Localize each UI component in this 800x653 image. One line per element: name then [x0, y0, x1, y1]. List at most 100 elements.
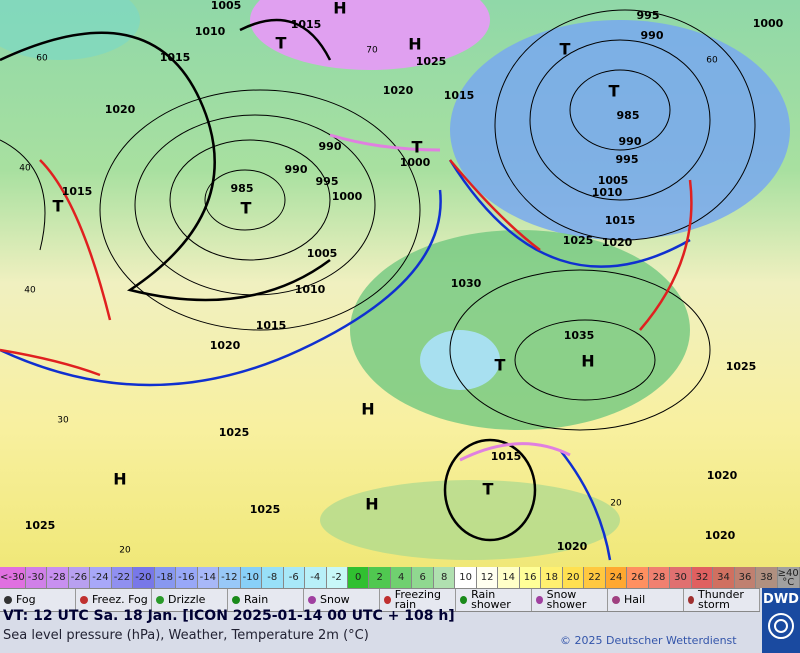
- description: Sea level pressure (hPa), Weather, Tempe…: [3, 628, 369, 643]
- legend-item: Freez. Fog: [76, 589, 152, 611]
- scale-cell: -30: [25, 567, 48, 588]
- isobar-label: 1005: [307, 247, 338, 260]
- scale-cell: -2: [326, 567, 348, 588]
- isotherm-label: 30: [57, 416, 69, 426]
- occluded-front: [329, 133, 441, 152]
- legend-item: Drizzle: [152, 589, 228, 611]
- high-center: H: [581, 352, 594, 371]
- weather-legend: Fog Freez. Fog Drizzle Rain Snow Freezing rai…: [0, 588, 760, 612]
- scale-cell: 20: [562, 567, 585, 588]
- legend-icon: [4, 596, 12, 604]
- isobar-label: 1020: [383, 84, 414, 97]
- isobar-label: 1015: [62, 185, 93, 198]
- isotherm-label: 60: [36, 54, 48, 64]
- high-center: H: [333, 0, 346, 18]
- high-center: H: [113, 470, 126, 489]
- cold-front: [0, 189, 442, 387]
- low-center: T: [276, 34, 287, 53]
- isobar-label: 985: [231, 182, 254, 195]
- scale-cell: <-30: [0, 567, 26, 588]
- legend-icon: [80, 596, 88, 604]
- legend-icon: [688, 596, 694, 604]
- legend-item: Rain shower: [456, 589, 532, 611]
- legend-icon: [536, 596, 543, 604]
- isobar-label: 1035: [564, 329, 595, 342]
- isobar-label: 1015: [160, 51, 191, 64]
- isotherm-label: 60: [706, 56, 718, 66]
- legend-item: Freezing rain: [380, 589, 456, 611]
- cold-area: [420, 330, 500, 390]
- warm-front: [39, 159, 112, 321]
- temperature-scale: <-30 -30 -28 -26 -24 -22 -20 -18 -16 -14 -12 -10 -8-…: [0, 567, 800, 588]
- isobar-label: 990: [285, 163, 308, 176]
- high-center: H: [408, 35, 421, 54]
- scale-cell: 10: [455, 567, 477, 588]
- isobar-label: 1025: [416, 55, 447, 68]
- warm-front: [639, 179, 693, 331]
- isobar-label: 990: [319, 140, 342, 153]
- scale-cell: 4: [390, 567, 413, 588]
- legend-label: Hail: [624, 593, 646, 606]
- scale-cell: 6: [412, 567, 434, 588]
- legend-label: Thunder storm: [698, 588, 744, 611]
- scale-cell: -20: [133, 567, 155, 588]
- isobar-label: 1020: [707, 469, 738, 482]
- scale-cell: 16: [519, 567, 542, 588]
- legend-item: Fog: [0, 589, 76, 611]
- isobar-label: 1020: [705, 529, 736, 542]
- scale-cell: -8: [262, 567, 284, 588]
- isobar-label: 1015: [491, 450, 522, 463]
- low-center: T: [53, 197, 64, 216]
- low-center: T: [609, 82, 620, 101]
- low-center: T: [412, 138, 423, 157]
- isobar-label: 1000: [400, 156, 431, 169]
- isobar-label: 1015: [605, 214, 636, 227]
- scale-cell: 30: [670, 567, 692, 588]
- legend-item: Thunder storm: [684, 589, 760, 611]
- legend-item: Snow shower: [532, 589, 608, 611]
- logo: DWD: [762, 588, 800, 653]
- scale-cell: 2: [369, 567, 391, 588]
- isobar-label: 985: [617, 109, 640, 122]
- scale-cell: -16: [176, 567, 198, 588]
- map-labels: 1005 1010 1015 1015 1020 1015 1025 1020 1015 995 9…: [19, 0, 783, 556]
- scale-cell: 28: [648, 567, 671, 588]
- legend-item: Snow: [304, 589, 380, 611]
- legend-label: Rain shower: [471, 588, 511, 611]
- scale-cell: -28: [47, 567, 69, 588]
- isobar-label: 1000: [753, 17, 784, 30]
- low-center: T: [560, 40, 571, 59]
- scale-cell: 12: [476, 567, 499, 588]
- cold-area: [250, 0, 490, 70]
- scale-cell: -6: [283, 567, 306, 588]
- high-center: H: [365, 495, 378, 514]
- cold-front: [448, 159, 691, 268]
- scale-cell: -4: [305, 567, 327, 588]
- scale-cell: 18: [541, 567, 563, 588]
- high-center: H: [361, 400, 374, 419]
- legend-label: Freez. Fog: [92, 593, 148, 606]
- scale-cell: -14: [197, 567, 220, 588]
- scale-cell: 38: [756, 567, 778, 588]
- isobar-label: 1025: [726, 360, 757, 373]
- isobar-label: 1020: [602, 236, 633, 249]
- occluded-front: [459, 442, 571, 462]
- legend-icon: [232, 596, 240, 604]
- legend-label: Snow shower: [546, 588, 587, 611]
- isobar-label: 990: [619, 135, 642, 148]
- legend-label: Fog: [16, 593, 36, 606]
- logo-text: DWD: [763, 592, 799, 607]
- logo-icon: [768, 613, 794, 639]
- legend-icon: [460, 596, 468, 604]
- scale-cell: -26: [68, 567, 91, 588]
- scale-cell: 26: [627, 567, 649, 588]
- isobar-label: 1015: [291, 18, 322, 31]
- isobar-label: 1025: [250, 503, 281, 516]
- scale-cell: -22: [111, 567, 134, 588]
- isobar-label: 990: [641, 29, 664, 42]
- isobar-label: 1020: [557, 540, 588, 553]
- isobar-label: 1010: [195, 25, 226, 38]
- scale-cell: -10: [240, 567, 263, 588]
- isobar-label: 995: [637, 9, 660, 22]
- isobar-label: 1005: [598, 174, 629, 187]
